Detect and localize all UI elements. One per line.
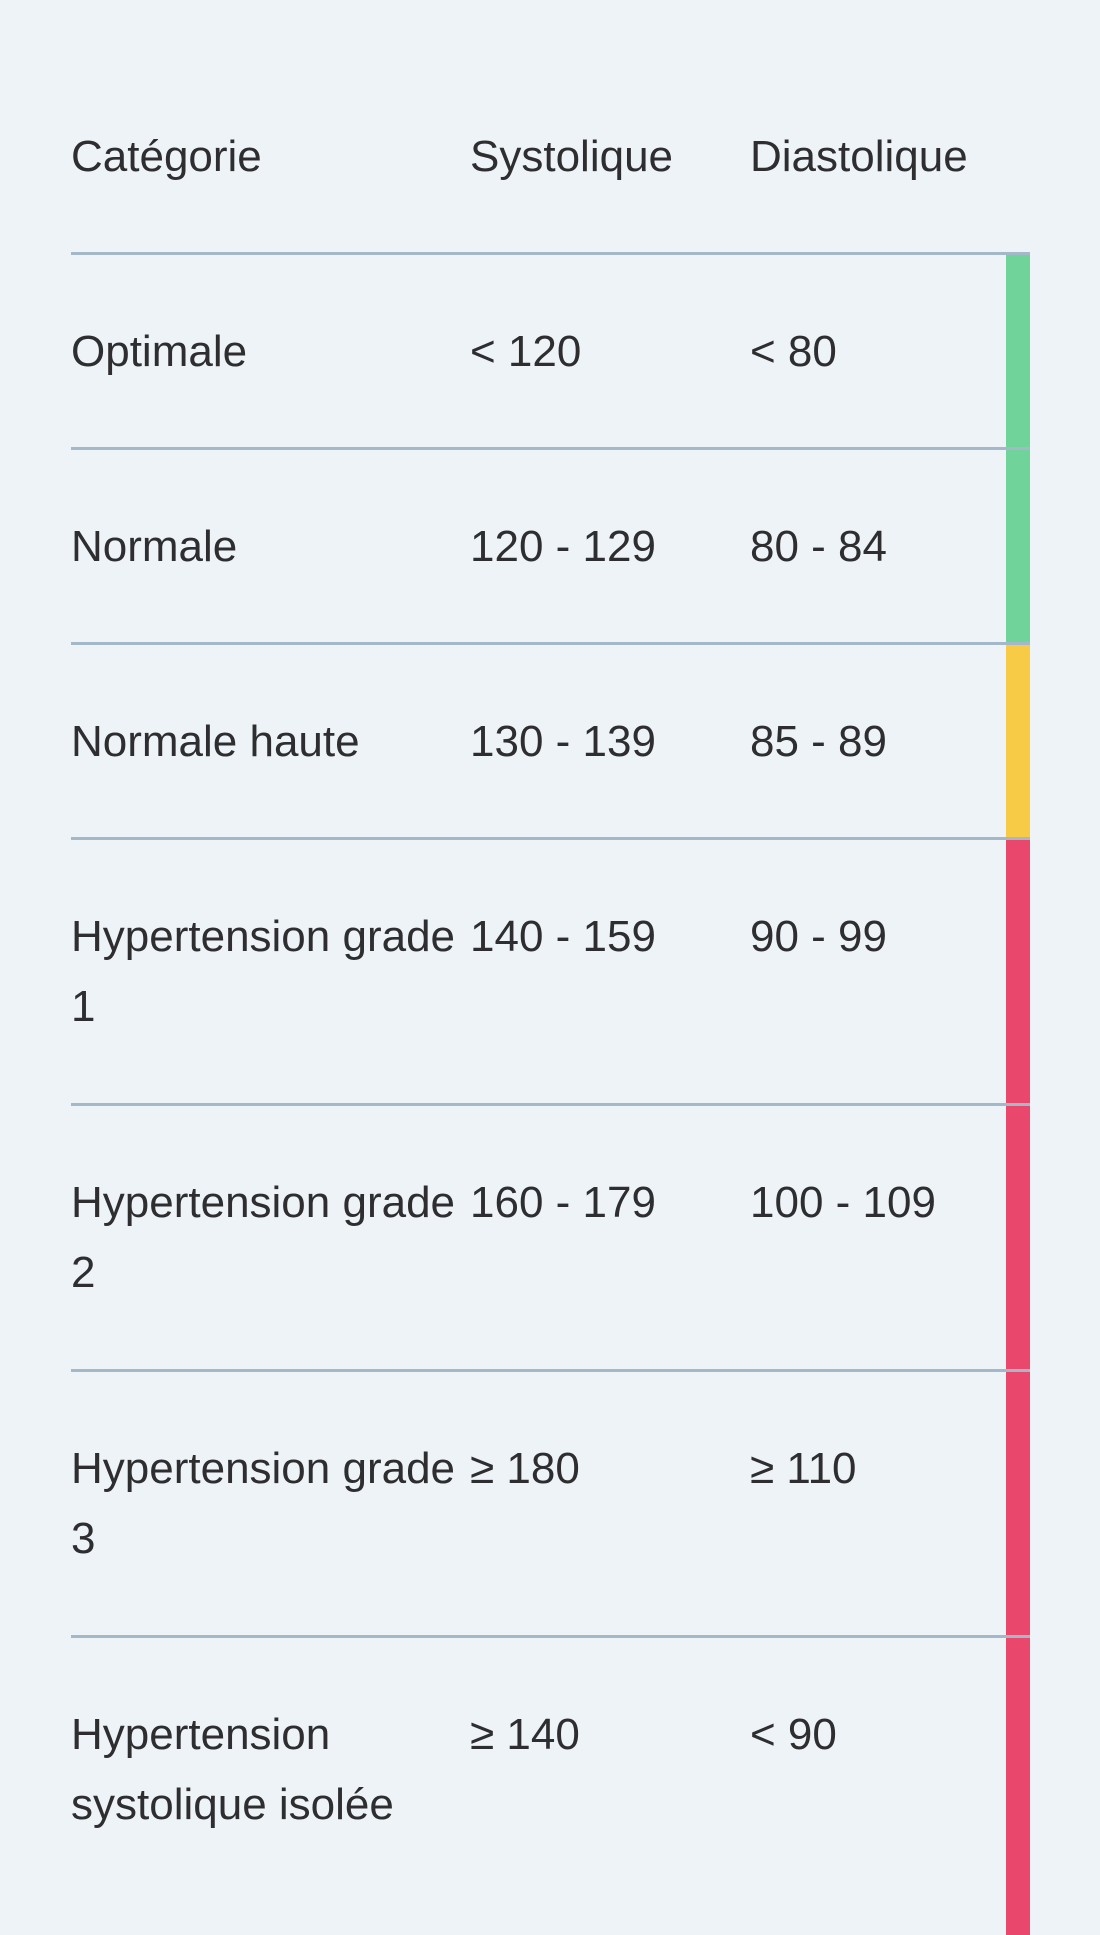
diastolic-cell: 80 - 84	[750, 522, 887, 571]
systolic-cell: 130 - 139	[470, 717, 656, 766]
table-row: Hypertension grade 2 160 - 179 100 - 109	[71, 1103, 1030, 1369]
systolic-cell: 160 - 179	[470, 1178, 656, 1227]
systolic-cell: 120 - 129	[470, 522, 656, 571]
diastolic-cell: ≥ 110	[750, 1444, 857, 1493]
category-cell: Optimale	[71, 327, 248, 376]
header-systolic: Systolique	[470, 132, 674, 181]
status-color-bar	[1006, 645, 1030, 837]
status-color-bar	[1006, 255, 1030, 447]
status-color-bar	[1006, 450, 1030, 642]
diastolic-cell: < 90	[750, 1710, 837, 1759]
table-row: Normale haute 130 - 139 85 - 89	[71, 642, 1030, 837]
header-category: Catégorie	[71, 132, 262, 181]
status-color-bar	[1006, 1106, 1030, 1369]
systolic-cell: < 120	[470, 327, 582, 376]
category-cell: Hypertension grade 1	[71, 912, 456, 1031]
table-row: Hypertension systolique isolée ≥ 140 < 90	[71, 1635, 1030, 1935]
status-color-bar	[1006, 1638, 1030, 1935]
category-cell: Hypertension grade 3	[71, 1444, 456, 1563]
table-row: Normale 120 - 129 80 - 84	[71, 447, 1030, 642]
header-diastolic: Diastolique	[750, 132, 968, 181]
category-cell: Hypertension systolique isolée	[71, 1710, 394, 1829]
table-row: Optimale < 120 < 80	[71, 252, 1030, 447]
diastolic-cell: < 80	[750, 327, 837, 376]
table-row: Hypertension grade 3 ≥ 180 ≥ 110	[71, 1369, 1030, 1635]
diastolic-cell: 90 - 99	[750, 912, 887, 961]
blood-pressure-table: Catégorie Systolique Diastolique Optimal…	[71, 0, 1030, 1935]
category-cell: Normale haute	[71, 717, 360, 766]
category-cell: Hypertension grade 2	[71, 1178, 456, 1297]
diastolic-cell: 85 - 89	[750, 717, 887, 766]
systolic-cell: 140 - 159	[470, 912, 656, 961]
table-header: Catégorie Systolique Diastolique	[71, 0, 1030, 252]
diastolic-cell: 100 - 109	[750, 1178, 936, 1227]
category-cell: Normale	[71, 522, 238, 571]
status-color-bar	[1006, 840, 1030, 1103]
systolic-cell: ≥ 140	[470, 1710, 580, 1759]
table-row: Hypertension grade 1 140 - 159 90 - 99	[71, 837, 1030, 1103]
systolic-cell: ≥ 180	[470, 1444, 580, 1493]
status-color-bar	[1006, 1372, 1030, 1635]
